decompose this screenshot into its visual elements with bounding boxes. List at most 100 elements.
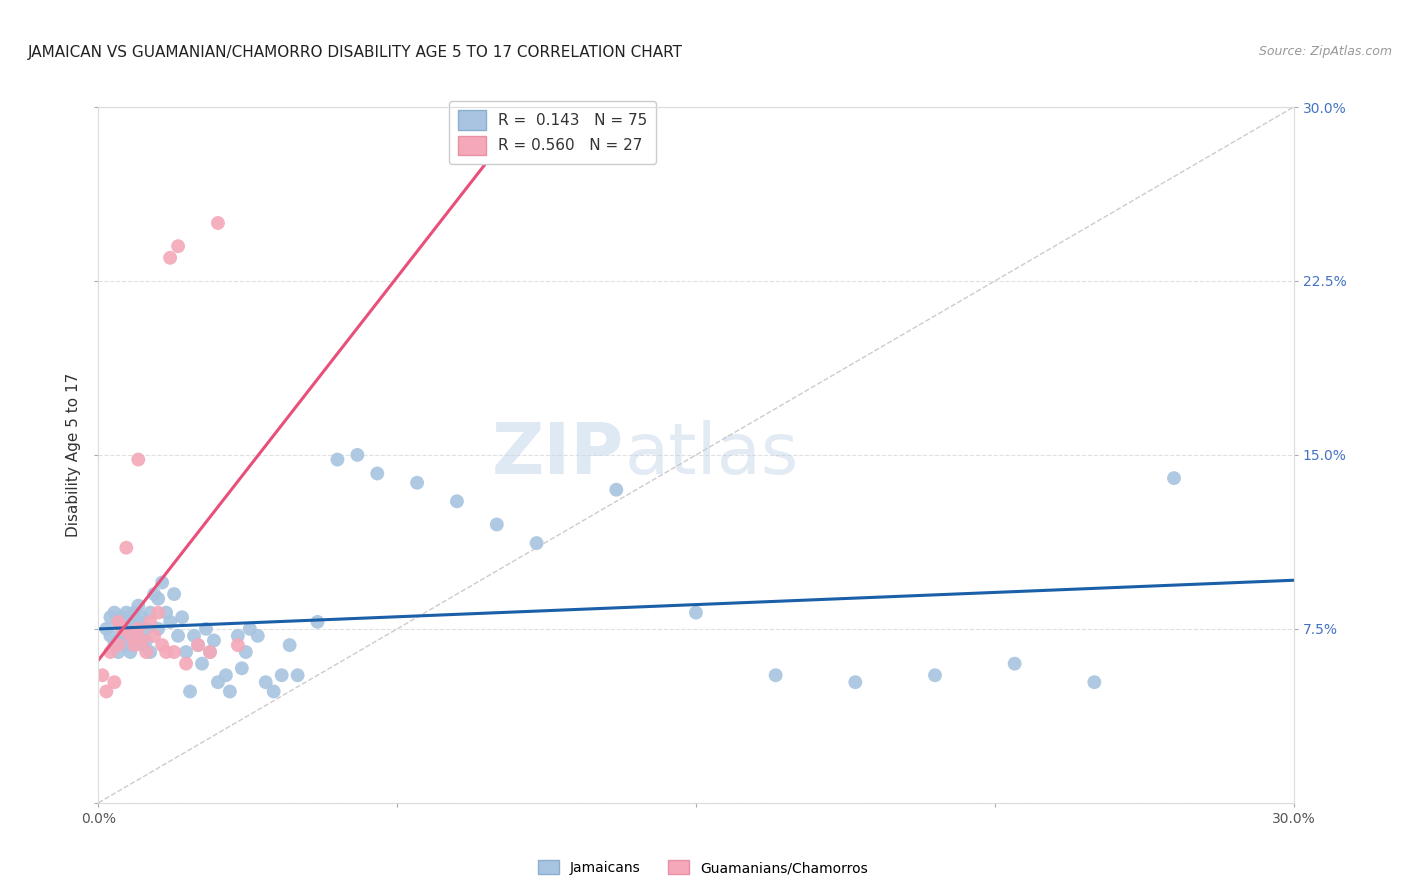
Point (139, 615, 162, 629)
Text: atlas: atlas (624, 420, 799, 490)
Legend: Jamaicans, Guamanians/Chamorros: Jamaicans, Guamanians/Chamorros (533, 855, 873, 880)
Point (198, 645, 221, 659)
Point (207, 216, 229, 230)
Point (127, 452, 149, 467)
Point (103, 606, 125, 620)
Point (96, 684, 118, 698)
Point (98, 629, 122, 643)
Point (103, 638, 125, 652)
Point (187, 638, 209, 652)
Point (485, 517, 508, 532)
Point (127, 615, 149, 629)
Point (167, 239, 190, 253)
Point (127, 622, 149, 636)
Point (120, 629, 142, 643)
Point (107, 645, 129, 659)
Point (124, 606, 146, 620)
Point (107, 615, 129, 629)
Point (179, 684, 201, 698)
Point (155, 606, 177, 620)
Point (135, 645, 157, 659)
Point (346, 448, 368, 462)
Point (254, 675, 277, 690)
Point (191, 657, 214, 671)
Point (124, 633, 146, 648)
Point (215, 668, 238, 682)
Point (1163, 471, 1185, 485)
Point (143, 587, 166, 601)
Point (155, 645, 177, 659)
Point (131, 638, 153, 652)
Point (135, 622, 157, 636)
Legend: R =  0.143   N = 75, R = 0.560   N = 27: R = 0.143 N = 75, R = 0.560 N = 27 (449, 101, 657, 164)
Point (124, 622, 146, 636)
Point (111, 629, 134, 643)
Point (115, 619, 138, 633)
Point (207, 675, 229, 690)
Point (844, 675, 866, 690)
Point (219, 684, 242, 698)
Point (183, 629, 205, 643)
Point (163, 645, 186, 659)
Point (135, 633, 157, 648)
Point (406, 475, 429, 490)
Point (124, 638, 146, 652)
Point (605, 483, 627, 497)
Point (111, 622, 134, 636)
Point (120, 645, 142, 659)
Text: Source: ZipAtlas.com: Source: ZipAtlas.com (1258, 45, 1392, 58)
Point (120, 633, 142, 648)
Point (278, 638, 301, 652)
Point (366, 467, 388, 481)
Point (167, 629, 190, 643)
Point (148, 622, 170, 636)
Point (150, 575, 173, 590)
Point (111, 610, 134, 624)
Point (127, 599, 149, 613)
Point (115, 606, 138, 620)
Point (131, 610, 153, 624)
Text: ZIP: ZIP (492, 420, 624, 490)
Point (246, 629, 269, 643)
Point (139, 606, 162, 620)
Point (163, 587, 186, 601)
Point (159, 615, 181, 629)
Point (131, 633, 153, 648)
Point (148, 591, 170, 606)
Point (924, 668, 946, 682)
Point (107, 615, 129, 629)
Point (96, 622, 118, 636)
Point (139, 645, 162, 659)
Point (263, 684, 285, 698)
Point (172, 610, 194, 624)
Point (148, 606, 170, 620)
Point (174, 645, 197, 659)
Point (98, 610, 122, 624)
Point (1083, 675, 1105, 690)
Point (226, 629, 249, 643)
Point (326, 452, 349, 467)
Point (270, 668, 292, 682)
Point (226, 638, 249, 652)
Point (239, 622, 262, 636)
Point (107, 638, 129, 652)
Point (91, 668, 114, 682)
Point (1004, 657, 1026, 671)
Point (115, 638, 138, 652)
Point (287, 668, 309, 682)
Point (195, 622, 218, 636)
Point (307, 615, 329, 629)
Point (115, 541, 138, 555)
Point (127, 629, 149, 643)
Point (143, 629, 166, 643)
Point (111, 622, 134, 636)
Text: JAMAICAN VS GUAMANIAN/CHAMORRO DISABILITY AGE 5 TO 17 CORRELATION CHART: JAMAICAN VS GUAMANIAN/CHAMORRO DISABILIT… (28, 45, 683, 60)
Point (103, 675, 125, 690)
Point (98, 645, 122, 659)
Point (202, 633, 225, 648)
Point (120, 615, 142, 629)
Point (526, 536, 548, 550)
Point (187, 638, 209, 652)
Point (231, 661, 253, 675)
Point (685, 606, 707, 620)
